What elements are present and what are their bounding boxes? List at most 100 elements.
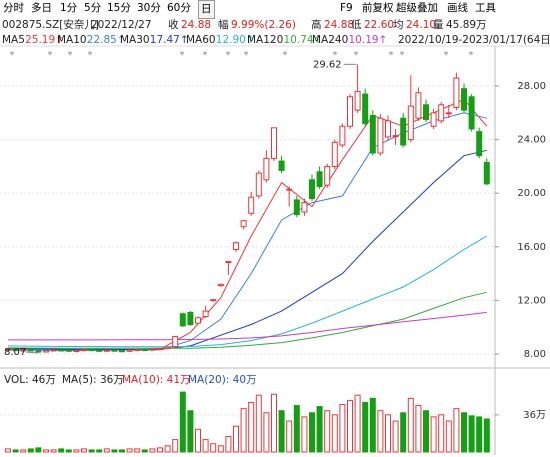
info-value: 24.88 [181, 19, 212, 31]
candle-body [157, 348, 163, 351]
candle-body [347, 96, 353, 127]
volume-bar [377, 410, 384, 453]
ma-legend: MA5 25.19↑ MA10 22.85↑ MA30 17.47↑ MA60 12.90↑ M… [0, 32, 550, 49]
volume-bar [271, 393, 277, 453]
tab[interactable]: 30分 [137, 2, 161, 14]
volume-bar [476, 416, 483, 453]
volume-bar [179, 391, 186, 453]
y-tick-label: 36万 [523, 410, 546, 421]
volume-bar [240, 408, 247, 453]
candle-body [354, 90, 361, 111]
volume-bar [187, 410, 194, 453]
tool-button[interactable]: 超级叠加 [396, 2, 438, 14]
volume-bar [50, 449, 57, 453]
volume-bar [195, 428, 201, 453]
y-tick-label: 12.00 [517, 295, 546, 306]
tab[interactable]: 日 [198, 0, 215, 19]
y-tick-label: 16.00 [517, 242, 546, 253]
volume-bar [233, 425, 239, 453]
volume-bar [20, 449, 27, 453]
volume-bar [12, 449, 19, 453]
candle-body [103, 349, 110, 352]
low-label: 8.07 [4, 347, 26, 358]
candle-body [377, 117, 384, 154]
event-marker: * [244, 50, 249, 61]
volume-bar [415, 405, 422, 453]
candle-body [331, 141, 338, 167]
candle-body [309, 179, 315, 200]
candle-body [468, 96, 475, 130]
tab[interactable]: 15分 [107, 2, 131, 14]
volume-bar [141, 449, 148, 453]
tab[interactable]: 分时 [3, 2, 24, 14]
event-marker: * [68, 50, 73, 61]
info-label: 低 [351, 19, 362, 31]
ma-name: MA10 [57, 34, 87, 46]
ma-line [7, 149, 487, 350]
volume-bar [293, 405, 300, 453]
tool-button[interactable]: 前复权 [362, 2, 394, 14]
tool-button[interactable]: 工具 [475, 2, 496, 14]
candle-body [369, 115, 376, 154]
tab[interactable]: 5分 [84, 2, 102, 14]
candle-body [58, 349, 65, 352]
volume-bar [316, 406, 323, 453]
volume-bar [81, 448, 87, 453]
volume-bar [278, 410, 285, 453]
volume-bar [483, 418, 490, 453]
candle-body [96, 349, 103, 352]
info-value: 24.88 [324, 19, 355, 31]
ma-name: MA30 [120, 34, 150, 46]
volume-bar [27, 448, 34, 453]
volume-bar [385, 414, 391, 453]
candle-body [81, 349, 87, 352]
volume-bar [248, 401, 255, 453]
volume-bar [202, 439, 209, 453]
tool-button[interactable]: 画线 [447, 2, 468, 14]
candle-body [141, 349, 148, 352]
y-tick-label: 8.00 [524, 349, 546, 360]
candle-body [430, 112, 437, 127]
volume-bar [430, 416, 437, 453]
candle-body [445, 112, 452, 115]
ma-name: MA120 [247, 34, 284, 46]
ma-line [7, 291, 487, 349]
volume-legend-item: MA(10): 41万 [122, 374, 191, 386]
candle-body [233, 242, 239, 250]
event-marker: * [88, 50, 93, 61]
tool-button[interactable]: F9 [340, 2, 353, 14]
tab[interactable]: 60分 [167, 2, 191, 14]
tab[interactable]: 1分 [60, 2, 78, 14]
volume-bar [5, 448, 11, 453]
candle-body [35, 350, 42, 353]
info-bar: 002875.SZ[安奈儿] 2022/12/27 收 24.88 幅 9.99%(2.2… [0, 17, 550, 34]
candle-body [225, 261, 232, 264]
event-marker: * [48, 50, 53, 61]
ma-name: MA240 [312, 34, 349, 46]
volume-bar [369, 397, 376, 453]
volume-bar [96, 449, 103, 453]
candle-body [476, 131, 483, 157]
candle-body [385, 120, 391, 138]
volume-bar [331, 414, 338, 453]
candle-body [461, 88, 467, 111]
event-marker: * [400, 50, 405, 61]
event-marker: * [226, 50, 231, 61]
candle-body [164, 346, 171, 350]
volume-bar [362, 401, 369, 453]
candle-body [20, 349, 27, 352]
volume-bar [255, 394, 262, 453]
candle-body [73, 349, 80, 352]
candle-body [362, 93, 369, 125]
volume-bar [423, 410, 429, 453]
event-marker: * [389, 50, 394, 61]
candle-body [50, 349, 57, 352]
candle-body [324, 165, 331, 186]
volume-bar [35, 447, 42, 453]
tab[interactable]: 多日 [31, 2, 52, 14]
candle-body [392, 135, 399, 138]
candle-body [453, 77, 460, 108]
info-value: 22.60 [364, 19, 395, 31]
